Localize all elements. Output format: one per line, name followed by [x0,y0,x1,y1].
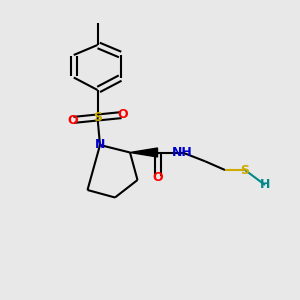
Text: O: O [67,113,78,127]
Text: N: N [95,139,105,152]
Text: H: H [260,178,270,191]
Text: S: S [241,164,250,176]
Text: S: S [93,111,102,124]
Text: NH: NH [172,146,193,159]
Text: O: O [152,171,163,184]
Text: O: O [117,109,128,122]
Polygon shape [130,148,158,157]
